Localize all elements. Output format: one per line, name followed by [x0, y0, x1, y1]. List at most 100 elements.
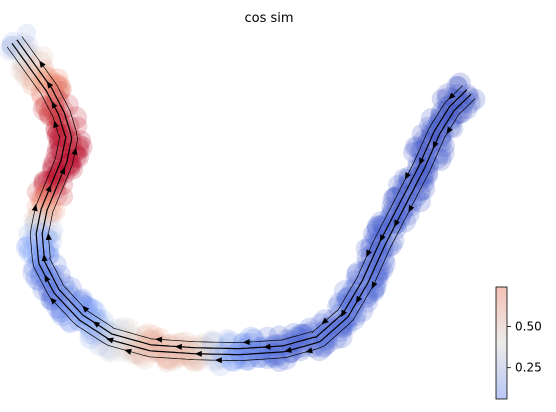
stream-arrow [44, 274, 51, 283]
data-point [404, 136, 427, 159]
data-point [238, 341, 259, 362]
data-point [304, 338, 323, 358]
data-point [432, 127, 452, 147]
data-point [441, 101, 460, 120]
colorbar-ticks: 0.25 0.50 [507, 320, 542, 375]
data-point [421, 119, 441, 139]
stream-arrow [321, 317, 329, 325]
data-point [436, 96, 455, 115]
data-point [287, 333, 307, 353]
data-point [218, 329, 237, 348]
data-point [451, 90, 470, 109]
data-point [47, 80, 70, 103]
data-point [36, 207, 57, 227]
stream-arrow [106, 337, 114, 344]
data-point [181, 350, 202, 371]
data-point [24, 212, 48, 236]
data-point [89, 335, 110, 357]
data-point [37, 67, 60, 90]
data-point [187, 347, 210, 370]
data-points [0, 23, 486, 377]
data-point [362, 223, 384, 245]
data-point [334, 294, 355, 315]
data-point [243, 340, 264, 361]
data-point [408, 188, 427, 208]
data-point [198, 341, 220, 363]
data-point [57, 307, 82, 332]
data-point [36, 67, 59, 90]
stream-arrow [355, 295, 363, 304]
data-point [124, 340, 148, 364]
data-point [160, 334, 181, 354]
stream-arrow [366, 249, 372, 258]
data-point [444, 119, 464, 139]
data-point [133, 337, 153, 357]
data-point [79, 326, 103, 350]
data-point [337, 286, 361, 310]
data-point [42, 156, 61, 175]
data-point [41, 284, 64, 307]
stream-arrow [92, 321, 101, 328]
stream-arrow [174, 343, 182, 350]
data-point [403, 142, 424, 163]
stream-arrow [419, 157, 425, 166]
stream-arrow [124, 348, 132, 355]
data-point [406, 137, 426, 157]
data-point [14, 46, 36, 68]
data-point [35, 95, 56, 117]
data-point [120, 325, 144, 348]
data-point [49, 264, 71, 286]
data-point [383, 216, 407, 240]
stream-arrow [45, 184, 52, 193]
data-point [34, 261, 53, 280]
data-point [48, 77, 72, 101]
data-point [356, 285, 379, 308]
data-point [50, 113, 70, 133]
data-point [60, 297, 81, 318]
data-point [281, 345, 300, 364]
stream-arrow [41, 254, 48, 262]
data-point [70, 296, 89, 316]
data-point [292, 337, 313, 358]
data-point [52, 174, 74, 195]
stream-arrow [404, 172, 411, 180]
data-point [233, 332, 253, 352]
data-point [50, 283, 70, 303]
data-point [38, 283, 57, 302]
data-point [99, 339, 121, 361]
data-point [231, 333, 254, 356]
data-point [266, 334, 286, 354]
data-point [322, 309, 342, 329]
data-point [32, 255, 54, 278]
data-point [296, 323, 319, 346]
data-point [208, 353, 232, 377]
data-point [131, 346, 152, 366]
data-point [414, 163, 438, 188]
data-point [198, 346, 218, 366]
data-point [41, 160, 63, 182]
data-point [183, 350, 205, 372]
data-point [454, 94, 474, 114]
data-point [371, 259, 394, 281]
data-point [135, 325, 154, 344]
data-point [312, 327, 332, 347]
data-point [44, 202, 63, 221]
data-point [414, 166, 433, 186]
data-point [300, 321, 321, 341]
data-point [150, 344, 170, 364]
data-point [23, 70, 44, 91]
data-point [29, 222, 51, 244]
data-point [51, 75, 71, 96]
data-point [39, 105, 61, 126]
data-point [50, 139, 71, 160]
stream-arrow [31, 203, 38, 212]
data-point [50, 297, 72, 319]
data-point [29, 273, 48, 292]
data-point [334, 313, 356, 335]
streamline [21, 36, 463, 344]
data-point [366, 215, 389, 237]
data-point [262, 334, 284, 356]
data-point [343, 302, 367, 327]
data-point [116, 330, 139, 353]
data-point [443, 88, 465, 109]
